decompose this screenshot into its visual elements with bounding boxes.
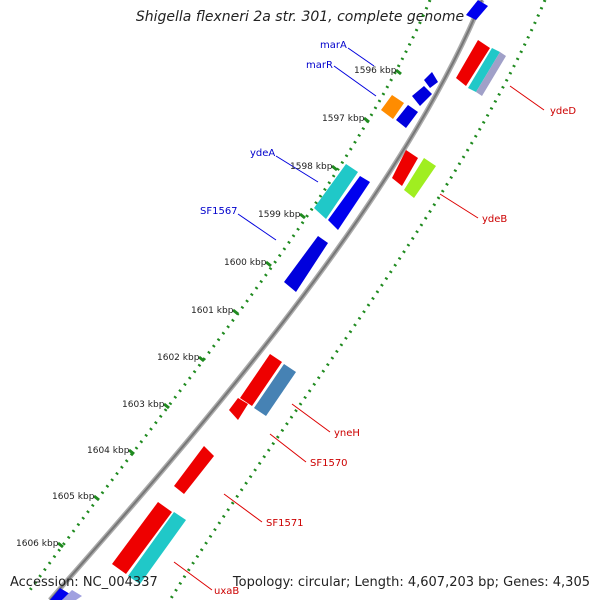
gene-label-SF1571[interactable]: SF1571 (266, 518, 304, 529)
gene-label-SF1570[interactable]: SF1570 (310, 458, 348, 469)
gene-label-ydeB[interactable]: ydeB (482, 214, 507, 225)
gene-glyph-red[interactable] (240, 354, 282, 406)
tick-label: 1596 kbp (354, 66, 397, 76)
tick-mark (93, 494, 100, 502)
tick-mark (57, 541, 64, 549)
gene-glyph-blue[interactable] (466, 0, 488, 20)
tick-mark (232, 308, 239, 316)
tick-mark (163, 402, 170, 410)
gene-label-marA[interactable]: marA (320, 40, 347, 51)
tick-marks (57, 68, 402, 549)
tick-mark (331, 164, 338, 172)
tick-labels: 1596 kbp 1597 kbp 1598 kbp 1599 kbp 1600… (16, 66, 397, 549)
genome-backbone (48, 0, 485, 600)
gene-glyph-cyan[interactable] (314, 164, 358, 219)
gene-label-SF1567[interactable]: SF1567 (200, 206, 238, 217)
outer-tick-track (168, 0, 547, 600)
tick-mark (395, 68, 402, 76)
gene-glyph-steel[interactable] (62, 590, 82, 600)
gene-label-yneH[interactable]: yneH (334, 428, 360, 439)
gene-glyph-red[interactable] (112, 502, 172, 574)
genome-summary: Topology: circular; Length: 4,607,203 bp… (232, 575, 590, 590)
map-title: Shigella flexneri 2a str. 301, complete … (135, 9, 465, 25)
gene-glyph-orange[interactable] (381, 95, 404, 119)
gene-label-marR[interactable]: marR (306, 60, 333, 71)
gene-glyph-red[interactable] (174, 446, 214, 494)
gene-label-ydeA[interactable]: ydeA (250, 148, 275, 159)
tick-mark (299, 212, 306, 220)
gene-label-uxaB[interactable]: uxaB (214, 586, 239, 597)
gene-glyph-blue[interactable] (412, 86, 432, 106)
tick-label: 1605 kbp (52, 492, 95, 502)
gene-glyph-steel[interactable] (254, 364, 296, 416)
tick-label: 1598 kbp (290, 162, 333, 172)
tick-label: 1601 kbp (191, 306, 234, 316)
gene-glyph-red[interactable] (456, 40, 490, 86)
tick-label: 1597 kbp (322, 114, 365, 124)
forward-genes (284, 0, 488, 292)
gene-glyph-blue[interactable] (284, 236, 328, 292)
tick-mark (198, 355, 205, 363)
gene-label-ydeD[interactable]: ydeD (550, 106, 576, 117)
tick-mark (265, 260, 272, 268)
gene-glyph-blue[interactable] (328, 176, 370, 230)
gene-labels: marA marR ydeA SF1567 ydeD ydeB yneH SF1… (200, 40, 576, 597)
label-leaders (173, 47, 545, 591)
tick-label: 1603 kbp (122, 400, 165, 410)
tick-mark (363, 116, 370, 124)
reverse-genes (50, 40, 506, 600)
gene-glyph-steel[interactable] (476, 52, 506, 96)
gene-glyph-red[interactable] (392, 150, 418, 186)
tick-label: 1600 kbp (224, 258, 267, 268)
gene-glyph-blue[interactable] (424, 72, 438, 88)
tick-label: 1604 kbp (87, 446, 130, 456)
tick-label: 1606 kbp (16, 539, 59, 549)
gene-glyph-blue[interactable] (396, 105, 418, 128)
tick-label: 1602 kbp (157, 353, 200, 363)
tick-label: 1599 kbp (258, 210, 301, 220)
gene-glyph-cyan[interactable] (128, 512, 186, 584)
gene-glyph-lime[interactable] (404, 158, 436, 198)
gene-glyph-red[interactable] (229, 398, 248, 420)
accession-text: Accession: NC_004337 (10, 575, 158, 590)
tick-mark (128, 448, 135, 456)
gene-glyph-cyan[interactable] (468, 48, 500, 92)
